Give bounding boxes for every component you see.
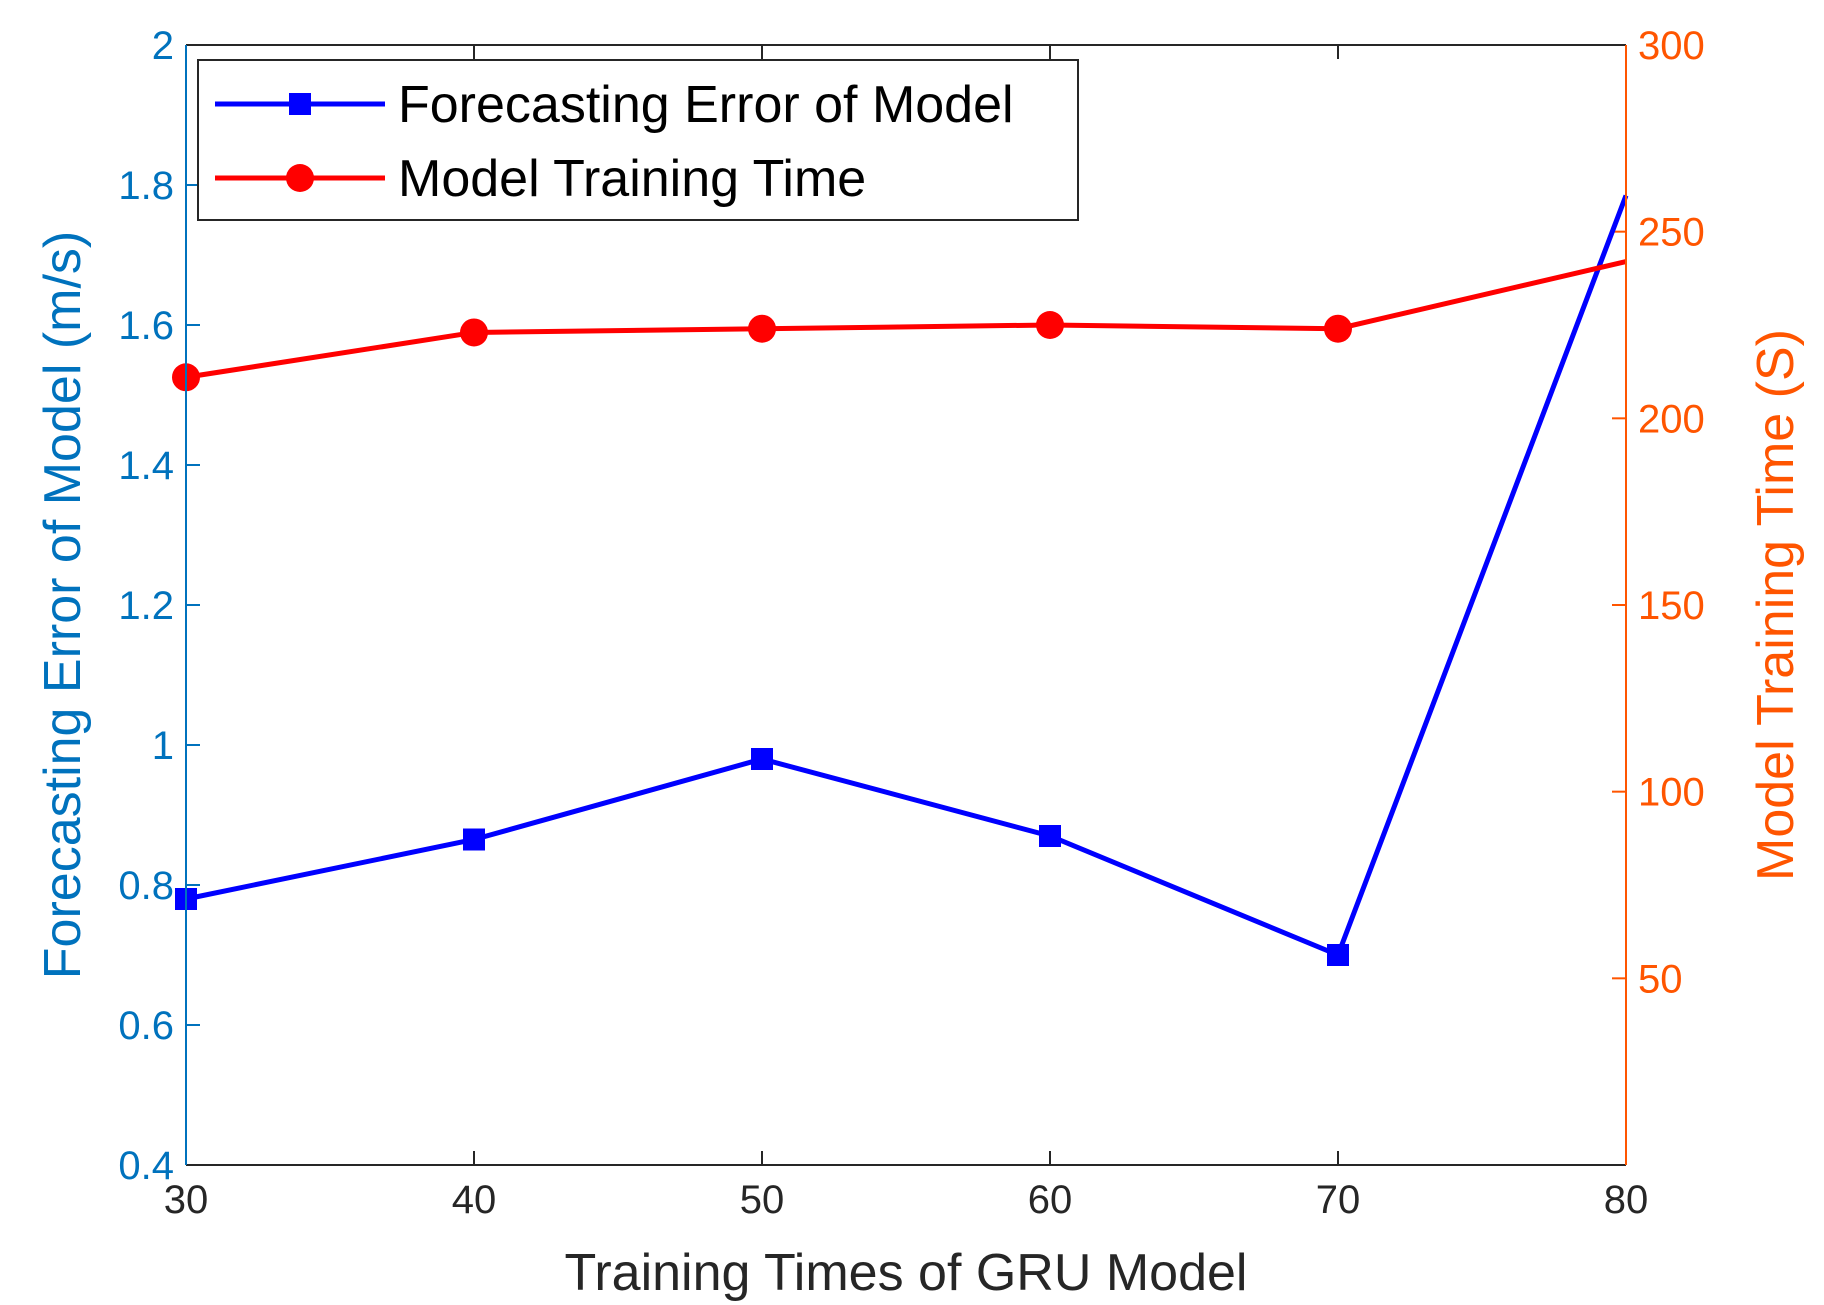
legend-marker-square xyxy=(289,93,311,115)
data-point-training-time xyxy=(460,318,488,347)
x-tick-label: 70 xyxy=(1316,1178,1361,1222)
right-y-tick-label: 250 xyxy=(1638,211,1705,255)
data-point-training-time xyxy=(748,314,776,343)
plot-area xyxy=(186,45,1626,1165)
left-y-tick-label: 1.6 xyxy=(118,304,174,348)
series-line-forecasting-error xyxy=(185,194,1629,959)
left-y-tick-label: 1.4 xyxy=(118,444,174,488)
right-y-tick-label: 300 xyxy=(1638,24,1705,68)
legend-marker-circle xyxy=(286,164,314,192)
legend: Forecasting Error of Model Model Trainin… xyxy=(197,59,1079,221)
left-y-tick-label: 0.8 xyxy=(118,864,174,908)
data-point-forecasting-error xyxy=(1039,825,1061,847)
right-y-tick-label: 100 xyxy=(1638,771,1705,815)
left-y-tick-label: 0.4 xyxy=(118,1144,174,1188)
right-y-axis-title: Model Training Time (S) xyxy=(1747,329,1805,881)
right-y-tick-label: 150 xyxy=(1638,584,1705,628)
x-tick-label: 40 xyxy=(452,1178,497,1222)
legend-label-forecasting-error: Forecasting Error of Model xyxy=(398,76,1014,134)
x-axis-ticks: 30 40 50 60 70 80 xyxy=(164,45,1649,1222)
x-tick-label: 80 xyxy=(1604,1178,1649,1222)
data-point-forecasting-error xyxy=(463,828,485,851)
data-point-forecasting-error xyxy=(751,748,773,770)
right-y-axis-ticks: 50 100 150 200 250 300 xyxy=(1612,24,1705,1001)
right-y-tick-label: 200 xyxy=(1638,397,1705,441)
x-tick-label: 60 xyxy=(1028,1178,1073,1222)
series-line-training-time xyxy=(185,259,1627,380)
left-y-tick-label: 0.6 xyxy=(118,1004,174,1048)
series-layer xyxy=(172,194,1629,966)
x-tick-label: 50 xyxy=(740,1178,785,1222)
left-y-axis-ticks: 0.4 0.6 0.8 1 1.2 1.4 1.6 1.8 2 xyxy=(118,24,200,1188)
right-y-tick-label: 50 xyxy=(1638,957,1683,1001)
data-point-forecasting-error xyxy=(1327,944,1349,966)
data-point-training-time xyxy=(1036,311,1064,339)
left-y-tick-label: 2 xyxy=(152,24,174,68)
legend-label-training-time: Model Training Time xyxy=(398,150,866,208)
left-y-tick-label: 1 xyxy=(152,724,174,768)
left-y-tick-label: 1.2 xyxy=(118,584,174,628)
left-y-tick-label: 1.8 xyxy=(118,164,174,208)
x-axis-title: Training Times of GRU Model xyxy=(565,1244,1248,1302)
left-y-axis-title: Forecasting Error of Model (m/s) xyxy=(34,231,92,979)
x-tick-label: 30 xyxy=(164,1178,209,1222)
legend-box xyxy=(197,59,1079,221)
data-point-training-time xyxy=(1324,314,1352,343)
